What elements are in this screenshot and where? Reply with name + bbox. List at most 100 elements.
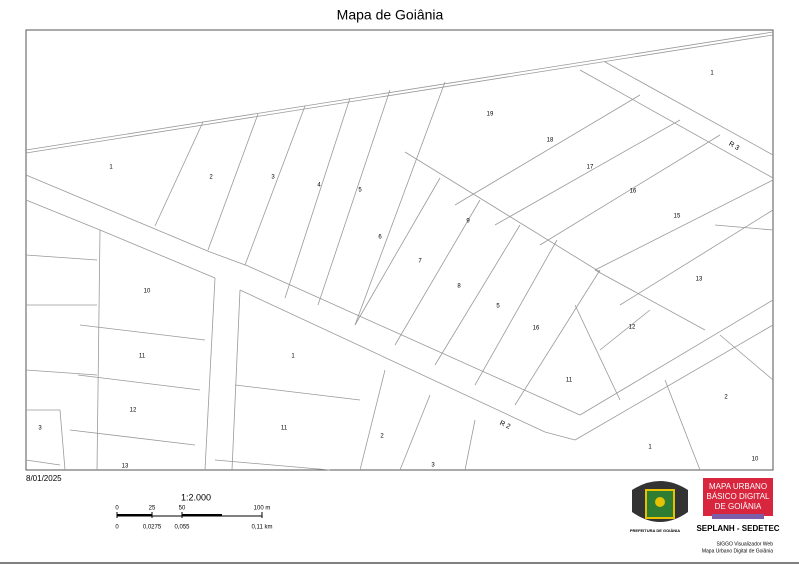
- scale-label-m: 50: [179, 506, 186, 512]
- lot-number: 12: [629, 325, 636, 331]
- parcel-line: [231, 289, 241, 471]
- lot-number: 3: [271, 175, 275, 181]
- parcel-line: [619, 209, 774, 306]
- parcel-line: [474, 239, 558, 386]
- parcel-line: [494, 119, 681, 226]
- print-date: 8/01/2025: [26, 474, 62, 483]
- parcel-line: [214, 459, 331, 471]
- lot-number: 1: [291, 354, 295, 360]
- parcel-line: [579, 299, 774, 416]
- parcel-line: [99, 229, 216, 279]
- agency-label: SEPLANH - SEDETEC: [696, 524, 779, 533]
- parcel-line: [359, 369, 386, 471]
- parcel-line: [594, 269, 706, 331]
- lot-number: 10: [752, 457, 759, 463]
- parcel-line: [69, 429, 196, 446]
- lot-number: 13: [696, 277, 703, 283]
- crest-emblem: [655, 497, 665, 507]
- lot-number: 17: [587, 165, 594, 171]
- parcel-line: [399, 394, 431, 471]
- scale-label-km: 0,0275: [143, 525, 162, 531]
- parcel-line: [25, 459, 61, 466]
- lot-number: 18: [547, 138, 554, 144]
- parcel-line: [574, 324, 774, 441]
- scale-bar: 0 25 50 100 m 0 0,0275 0,055 0,11 km: [115, 506, 272, 531]
- credit-line: Mapa Urbano Digital de Goiânia: [702, 548, 773, 554]
- parcel-line: [25, 369, 98, 376]
- lot-number: 8: [457, 284, 461, 290]
- parcel-line: [664, 379, 701, 471]
- lot-number: 4: [317, 183, 321, 189]
- parcel-line: [714, 224, 774, 231]
- scale-segment: [182, 514, 222, 516]
- parcel-line: [207, 113, 259, 251]
- parcel-line: [204, 277, 216, 471]
- parcel-line: [234, 384, 361, 401]
- parcel-line: [354, 177, 441, 326]
- parcel-line: [394, 199, 481, 346]
- parcel-line: [239, 289, 546, 433]
- lot-number: 1: [109, 165, 113, 171]
- logo-line: BÁSICO DIGITAL: [707, 492, 771, 501]
- parcel-line: [719, 334, 774, 381]
- parcel-line: [25, 34, 774, 154]
- parcel-line: [514, 269, 601, 406]
- parcel-line: [284, 97, 351, 299]
- lot-number: 9: [466, 219, 470, 225]
- map-title: Mapa de Goiânia: [337, 7, 444, 23]
- lot-number: 13: [122, 464, 129, 470]
- street-name: R 2: [498, 420, 511, 431]
- lot-number: 11: [139, 354, 146, 360]
- lot-number: 16: [630, 189, 637, 195]
- logo-line: MAPA URBANO: [709, 482, 767, 491]
- scale-segment: [117, 514, 152, 516]
- city-hall-label: PREFEITURA DE GOIÂNIA: [630, 528, 680, 533]
- scale-label-m: 0: [115, 506, 119, 512]
- lot-number: 1: [710, 71, 714, 77]
- lot-number: 11: [281, 426, 288, 432]
- parcel-line: [594, 179, 774, 271]
- parcel-line: [354, 81, 446, 326]
- map-frame: [25, 29, 774, 471]
- logo-box: [703, 478, 773, 516]
- scale-label-m: 100 m: [254, 506, 271, 512]
- parcel-line: [154, 121, 204, 227]
- credit-line: SIGGO Visualizador Web: [716, 541, 773, 547]
- parcel-line: [454, 94, 641, 206]
- parcel-line: [539, 134, 721, 246]
- parcel-line: [599, 309, 651, 351]
- parcel-line: [25, 31, 774, 151]
- lot-number: 19: [487, 112, 494, 118]
- lot-number: 5: [496, 304, 500, 310]
- lot-number: 2: [724, 395, 728, 401]
- lot-number: 12: [130, 408, 137, 414]
- parcel-line: [317, 89, 391, 306]
- scale-label-km: 0: [115, 525, 119, 531]
- street-name: R 3: [727, 141, 740, 153]
- parcel-line: [25, 199, 101, 231]
- parcel-line: [25, 254, 98, 261]
- lot-number: 16: [533, 326, 540, 332]
- logo-stripe: [712, 514, 764, 519]
- lot-number: 3: [38, 426, 42, 432]
- scale-label-m: 25: [149, 506, 156, 512]
- parcel-line: [244, 105, 306, 266]
- parcel-lines: [25, 31, 774, 471]
- parcel-line: [434, 224, 521, 366]
- lot-number: 6: [378, 235, 382, 241]
- lot-number: 3: [431, 463, 435, 469]
- parcel-line: [574, 304, 621, 401]
- lot-number: 7: [418, 259, 422, 265]
- scale-label-km: 0,11 km: [252, 525, 273, 531]
- parcel-line: [209, 251, 249, 267]
- city-hall-crest: [632, 481, 688, 522]
- scale-label-km: 0,055: [174, 525, 190, 531]
- parcel-line: [59, 409, 66, 471]
- parcel-line: [25, 174, 211, 253]
- lot-number: 15: [674, 214, 681, 220]
- parcel-line: [544, 431, 576, 441]
- parcel-line: [464, 419, 476, 471]
- lot-number: 11: [566, 378, 573, 384]
